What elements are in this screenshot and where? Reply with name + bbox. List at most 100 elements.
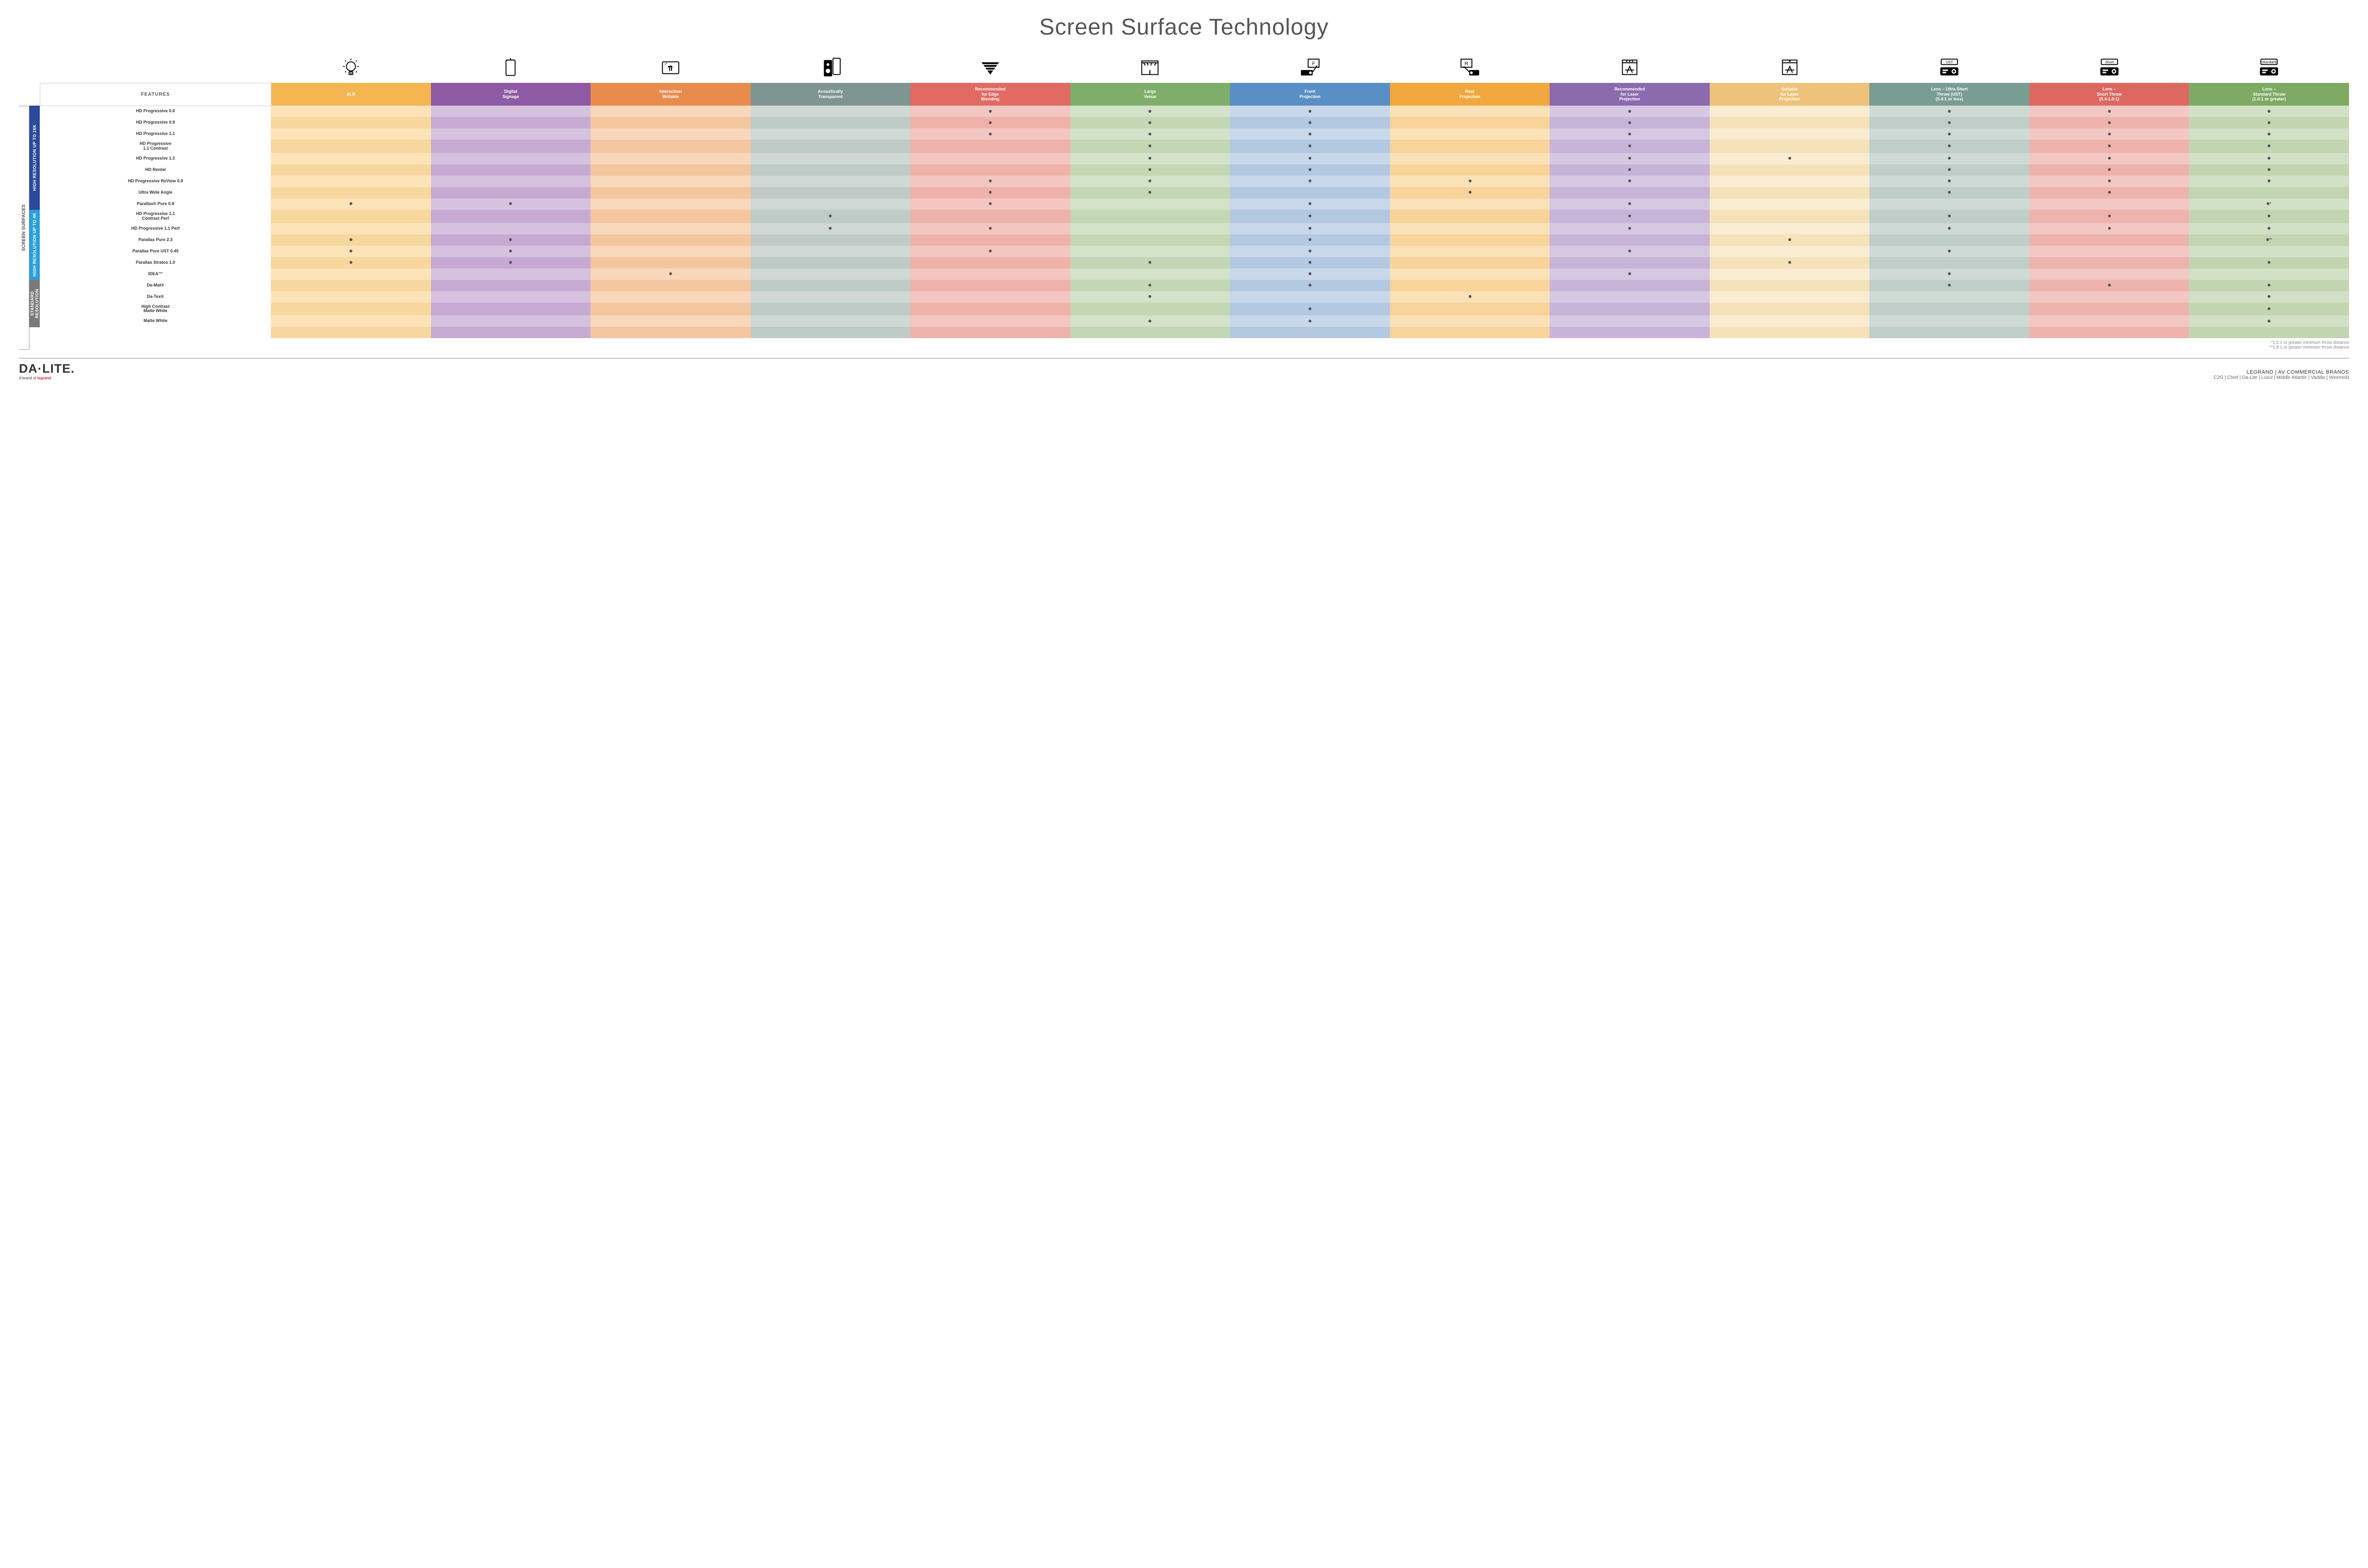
cell-ust xyxy=(1869,176,2029,187)
cell-alr xyxy=(271,315,431,327)
cell-short xyxy=(2029,246,2189,257)
cell-front xyxy=(1230,106,1390,117)
cell-edge xyxy=(910,246,1070,257)
cell-acoustic xyxy=(751,303,911,316)
cell-rear xyxy=(1390,164,1550,176)
cell-front xyxy=(1230,303,1390,316)
cell-reclaser xyxy=(1550,117,1710,128)
cell-suitlaser xyxy=(1710,176,1870,187)
table-row: HD Progressive 1.1 xyxy=(40,128,2350,140)
cell-front xyxy=(1230,223,1390,234)
cell-large xyxy=(1070,176,1230,187)
cell-front xyxy=(1230,198,1390,210)
cell-interactive xyxy=(591,140,751,153)
cell-large xyxy=(1070,280,1230,291)
cell-large xyxy=(1070,269,1230,280)
col-icon-front: F xyxy=(1230,54,1390,83)
cell-suitlaser xyxy=(1710,128,1870,140)
table-row: IDEA™ xyxy=(40,269,2350,280)
row-label: HD Progressive 0.6 xyxy=(40,106,271,117)
cell-ust xyxy=(1869,257,2029,269)
cell-short xyxy=(2029,269,2189,280)
cell-large xyxy=(1070,257,1230,269)
cell-ust xyxy=(1869,164,2029,176)
cell-rear xyxy=(1390,187,1550,198)
cell-rear xyxy=(1390,106,1550,117)
cell-signage xyxy=(431,128,591,140)
cell-alr xyxy=(271,128,431,140)
cell-signage xyxy=(431,303,591,316)
cell-acoustic xyxy=(751,176,911,187)
cell-edge xyxy=(910,315,1070,327)
colhead-alr: ALR xyxy=(271,83,431,106)
row-label: Parallax® Pure 0.8 xyxy=(40,198,271,210)
cell-interactive xyxy=(591,106,751,117)
row-label: HD Progressive 1.3 xyxy=(40,153,271,164)
cell-large xyxy=(1070,210,1230,223)
row-label: IDEA™ xyxy=(40,269,271,280)
cell-ust xyxy=(1869,210,2029,223)
row-label: Parallax Pure UST 0.45 xyxy=(40,246,271,257)
table-row: Parallax Pure 2.3** xyxy=(40,234,2350,246)
cell-edge xyxy=(910,153,1070,164)
col-icon-std: Standard xyxy=(2189,54,2349,83)
col-icon-ust: UST xyxy=(1869,54,2029,83)
colhead-acoustic: AcousticallyTransparent xyxy=(751,83,911,106)
row-label: Ultra Wide Angle xyxy=(40,187,271,198)
cell-short xyxy=(2029,164,2189,176)
cell-large xyxy=(1070,106,1230,117)
cell-std xyxy=(2189,303,2349,316)
cell-signage xyxy=(431,140,591,153)
cell-std xyxy=(2189,257,2349,269)
cell-signage xyxy=(431,117,591,128)
cell-rear xyxy=(1390,153,1550,164)
cell-large xyxy=(1070,246,1230,257)
row-label: HD Progressive 1.1 xyxy=(40,128,271,140)
cell-signage xyxy=(431,269,591,280)
cell-interactive xyxy=(591,164,751,176)
cell-short xyxy=(2029,153,2189,164)
cell-large xyxy=(1070,164,1230,176)
cell-rear xyxy=(1390,234,1550,246)
logo-subtext: A brand of legrand xyxy=(19,376,75,380)
footnote-1: *1.5:1 or greater minimum throw distance xyxy=(40,340,2349,345)
cell-large xyxy=(1070,153,1230,164)
cell-signage xyxy=(431,257,591,269)
cell-ust xyxy=(1869,246,2029,257)
outer-vertical-label: SCREEN SURFACES xyxy=(19,106,29,349)
cell-edge xyxy=(910,223,1070,234)
cell-large xyxy=(1070,117,1230,128)
cell-signage xyxy=(431,315,591,327)
cell-front xyxy=(1230,280,1390,291)
footnote-2: **1.8:1 or greater minimum throw distanc… xyxy=(40,345,2349,349)
header-row: FEATURESALRDigitalSignageInteractive/Wri… xyxy=(40,83,2350,106)
cell-short xyxy=(2029,117,2189,128)
row-label: Parallax Stratos 1.0 xyxy=(40,257,271,269)
cell-acoustic xyxy=(751,117,911,128)
cell-signage xyxy=(431,223,591,234)
cell-edge xyxy=(910,117,1070,128)
cell-std xyxy=(2189,153,2349,164)
legrand-mark: legrand xyxy=(37,376,51,380)
svg-text:★: ★ xyxy=(1788,59,1791,63)
row-label: Parallax Pure 2.3 xyxy=(40,234,271,246)
cell-edge xyxy=(910,106,1070,117)
cell-front xyxy=(1230,140,1390,153)
cell-large xyxy=(1070,315,1230,327)
cell-suitlaser xyxy=(1710,223,1870,234)
cell-acoustic xyxy=(751,128,911,140)
cell-std xyxy=(2189,223,2349,234)
cell-alr xyxy=(271,291,431,303)
cell-reclaser xyxy=(1550,106,1710,117)
tint-footer-row xyxy=(40,327,2350,338)
cell-short xyxy=(2029,106,2189,117)
row-label: HD Progressive1.1 Contrast xyxy=(40,140,271,153)
cell-std xyxy=(2189,269,2349,280)
cell-interactive xyxy=(591,269,751,280)
features-header: FEATURES xyxy=(40,83,271,106)
cell-ust xyxy=(1869,153,2029,164)
cell-large xyxy=(1070,187,1230,198)
cell-acoustic xyxy=(751,198,911,210)
cell-alr xyxy=(271,280,431,291)
cell-short xyxy=(2029,280,2189,291)
